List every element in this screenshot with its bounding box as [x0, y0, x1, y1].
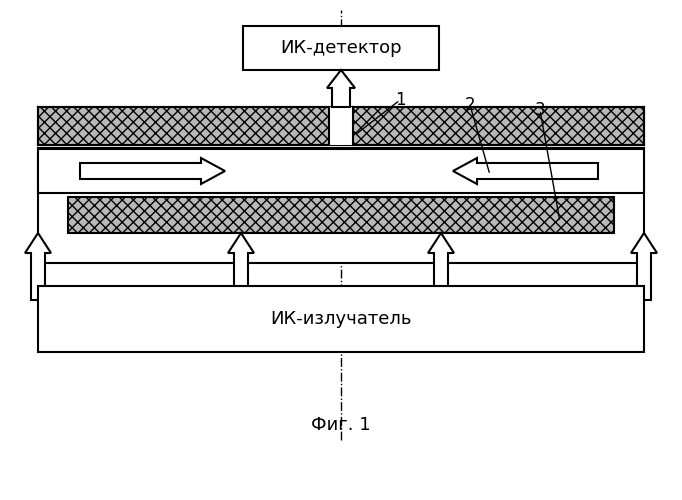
Text: Фиг. 1: Фиг. 1 [311, 416, 371, 434]
Text: 1: 1 [395, 91, 405, 109]
Bar [38, 286, 644, 352]
Bar [329, 107, 353, 145]
Bar [38, 107, 644, 145]
FancyArrow shape [25, 233, 51, 300]
FancyArrow shape [228, 233, 254, 300]
Text: ИК-детектор: ИК-детектор [280, 39, 402, 57]
FancyArrow shape [453, 158, 598, 184]
Text: 2: 2 [464, 96, 475, 114]
Text: ИК-излучатель: ИК-излучатель [270, 310, 412, 328]
FancyArrow shape [327, 70, 355, 107]
Bar [243, 26, 439, 70]
FancyArrow shape [80, 158, 225, 184]
FancyArrow shape [428, 233, 454, 300]
Bar [38, 148, 644, 263]
Bar [68, 197, 614, 233]
FancyArrow shape [631, 233, 657, 300]
Text: 3: 3 [535, 101, 546, 119]
Bar [38, 149, 644, 193]
